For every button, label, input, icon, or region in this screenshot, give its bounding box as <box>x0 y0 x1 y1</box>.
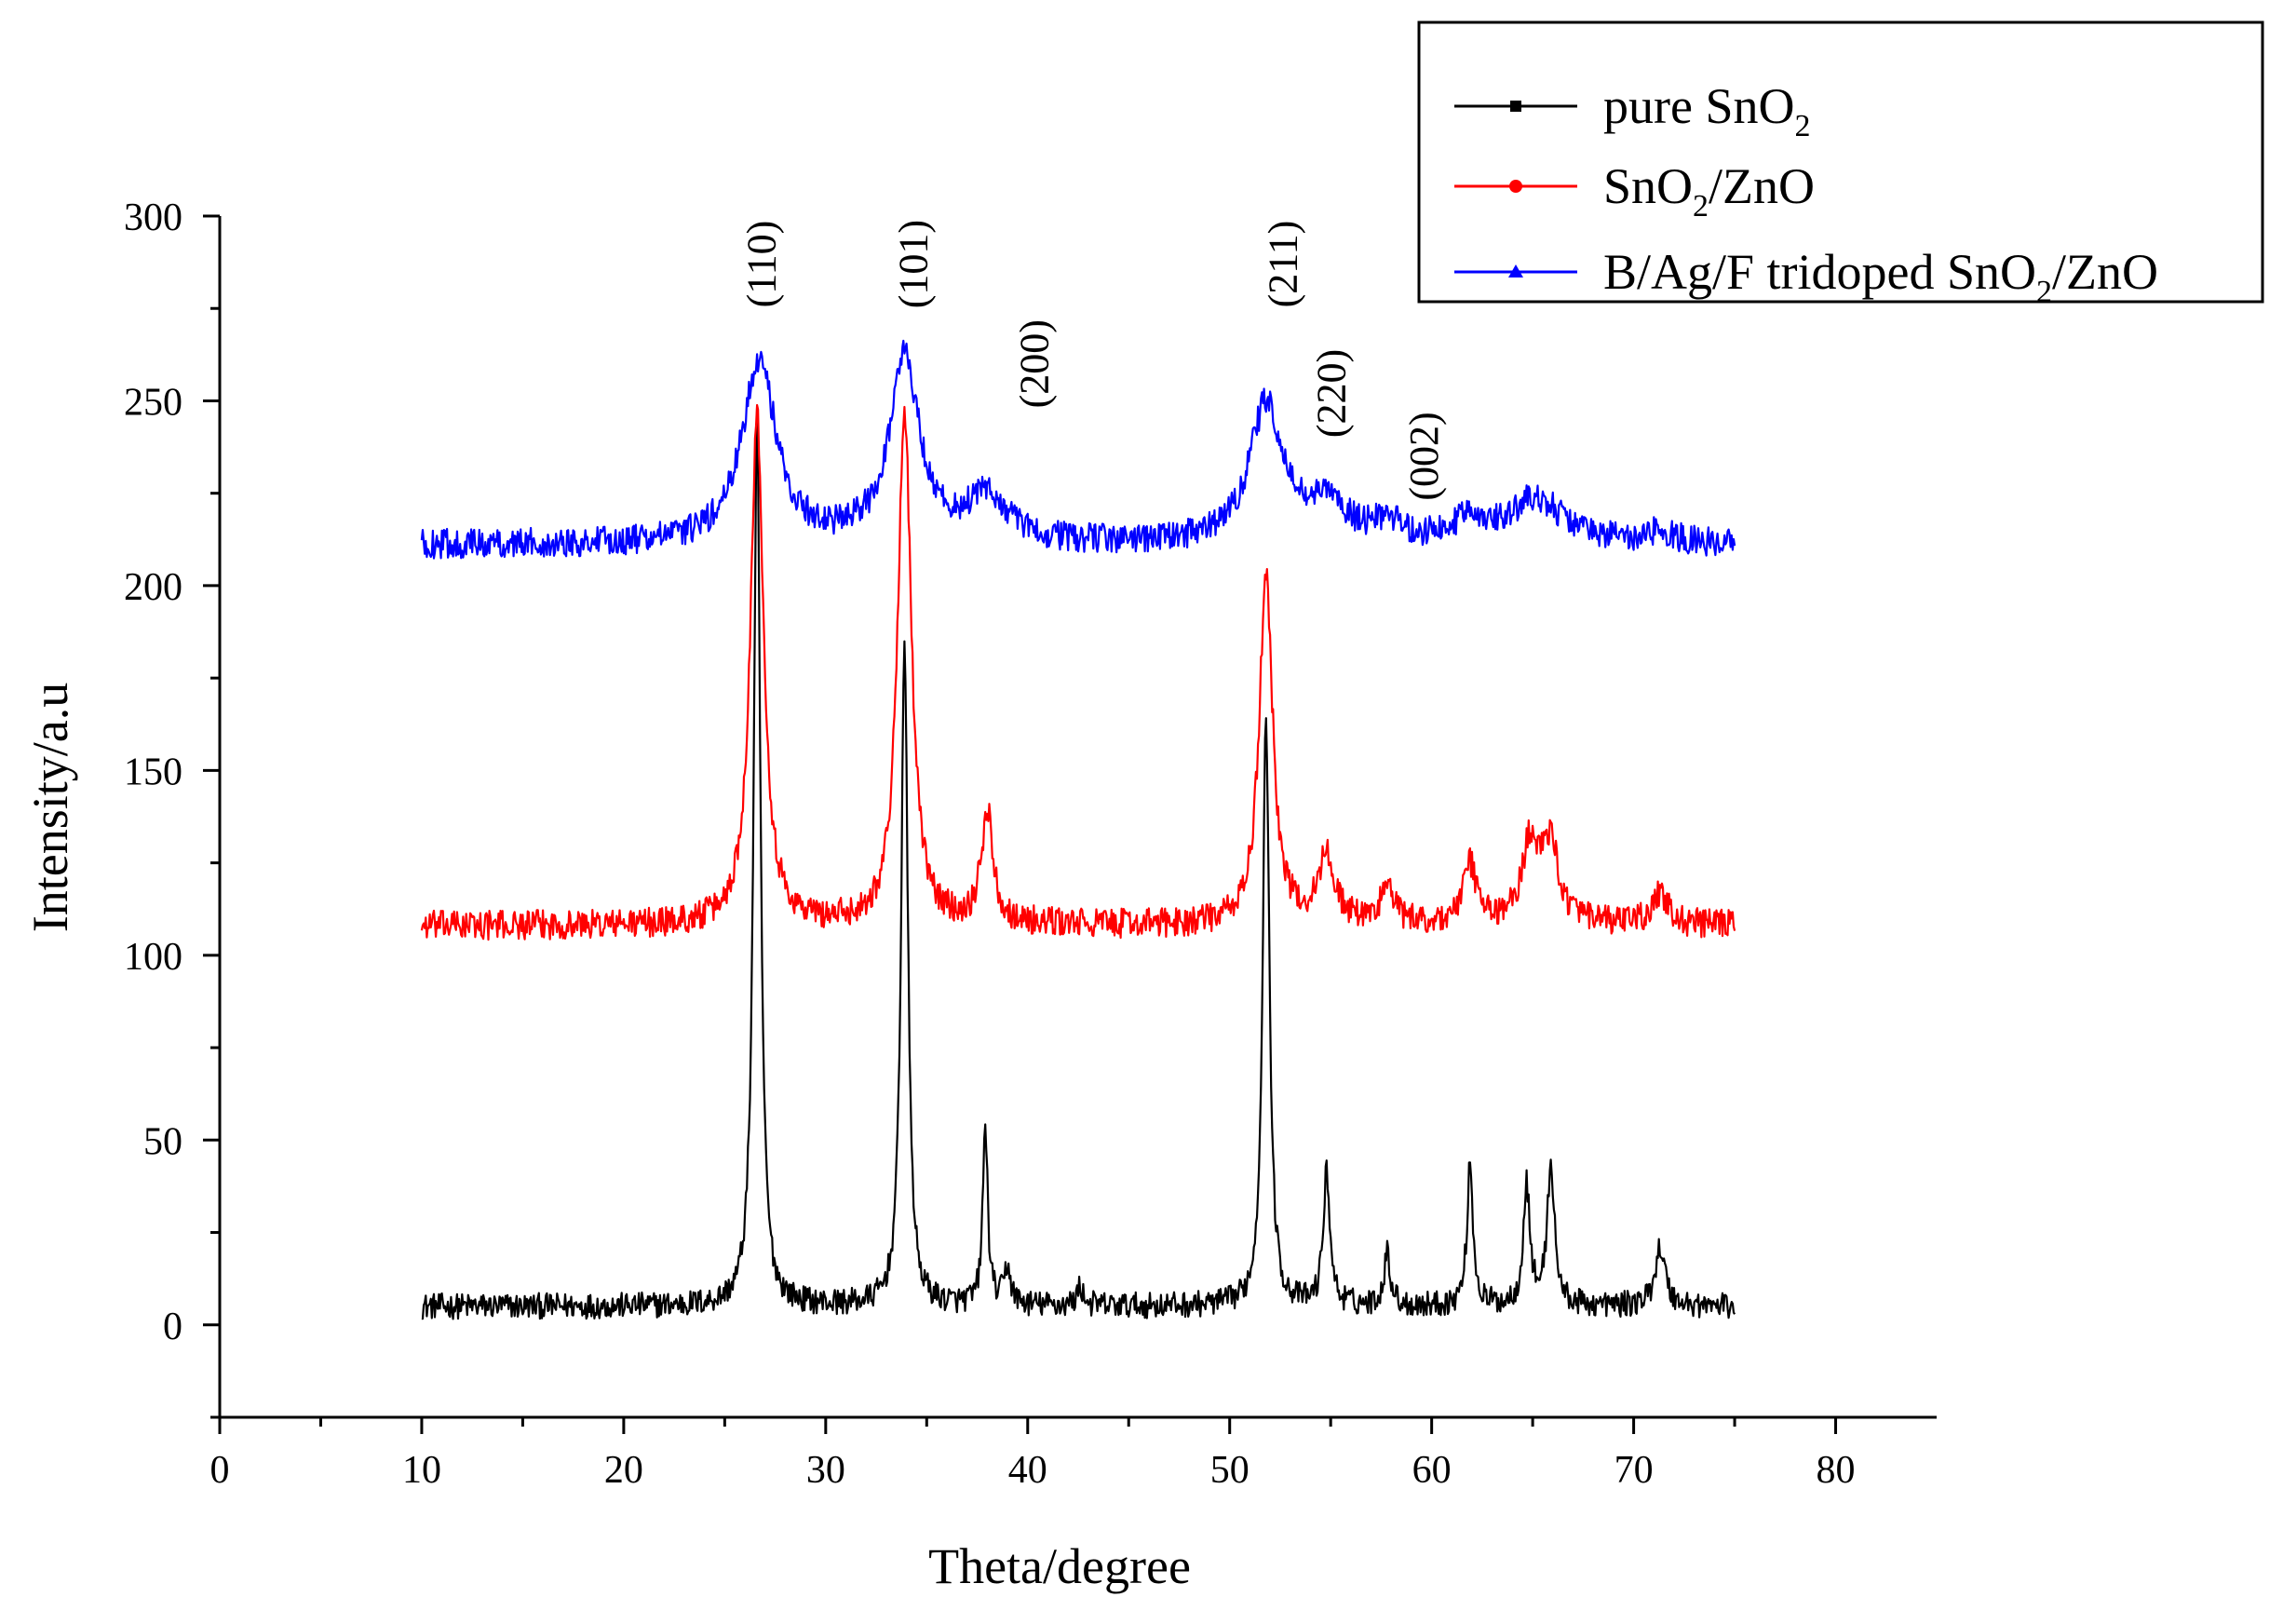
peak-annotations: (110) (101) (200) (211)(220) (002) <box>739 220 1448 501</box>
peak-label: (220) <box>1308 349 1354 438</box>
peak-label: (200) <box>1011 319 1057 408</box>
legend-label: B/Ag/F tridoped SnO2/ZnO <box>1603 244 2158 309</box>
x-tick-label: 60 <box>1412 1449 1452 1492</box>
series-line-3 <box>420 339 1736 560</box>
legend-marker-triangle <box>1508 264 1523 277</box>
legend-label: SnO2/ZnO <box>1603 158 1815 223</box>
x-tick-label: 0 <box>210 1449 230 1492</box>
legend-label-subscript: 2 <box>1693 189 1709 223</box>
x-tick-label: 40 <box>1008 1449 1047 1492</box>
y-tick-label: 200 <box>124 566 182 609</box>
y-tick-label: 50 <box>143 1120 182 1163</box>
x-tick-label: 20 <box>604 1449 643 1492</box>
legend-label-main: B/Ag/F tridoped SnO <box>1603 244 2036 300</box>
legend-box <box>1417 20 2264 304</box>
y-tick-label: 100 <box>124 936 182 979</box>
legend-label-tail: /ZnO <box>2052 244 2158 300</box>
legend-label: pure SnO2 <box>1603 78 1810 143</box>
x-tick-label: 30 <box>806 1449 845 1492</box>
series-line-2 <box>420 403 1736 941</box>
peak-label: (002) <box>1401 412 1447 500</box>
legend-label-tail: /ZnO <box>1709 158 1815 214</box>
y-tick-label: 0 <box>163 1306 182 1348</box>
peak-label: (211) <box>1260 221 1305 308</box>
axes: 0 10 20 30 40 50 60 70 80 0 50 100 150 200 250 300 Theta… <box>22 196 1937 1594</box>
y-axis-title: Intensity/a.u <box>22 683 78 932</box>
x-tick-label: 80 <box>1817 1449 1856 1492</box>
y-tick-label: 250 <box>124 381 182 424</box>
peak-label: (110) <box>739 221 785 308</box>
x-axis-title: Theta/degree <box>928 1538 1191 1594</box>
legend-label-subscript: 2 <box>1794 109 1810 143</box>
y-tick-label: 300 <box>124 196 182 239</box>
legend-label-main: pure SnO <box>1603 78 1794 134</box>
x-tick-label: 50 <box>1210 1449 1250 1492</box>
legend-label-main: SnO <box>1603 158 1693 214</box>
x-tick-label: 10 <box>402 1449 441 1492</box>
peak-label: (101) <box>890 220 936 308</box>
y-tick-label: 150 <box>124 751 182 793</box>
series-layer <box>420 339 1736 1320</box>
x-tick-label: 70 <box>1614 1449 1654 1492</box>
legend-label-subscript: 2 <box>2036 275 2052 309</box>
legend-marker-square <box>1510 101 1521 112</box>
series-line-1 <box>421 406 1736 1320</box>
legend-marker-circle <box>1509 180 1522 193</box>
